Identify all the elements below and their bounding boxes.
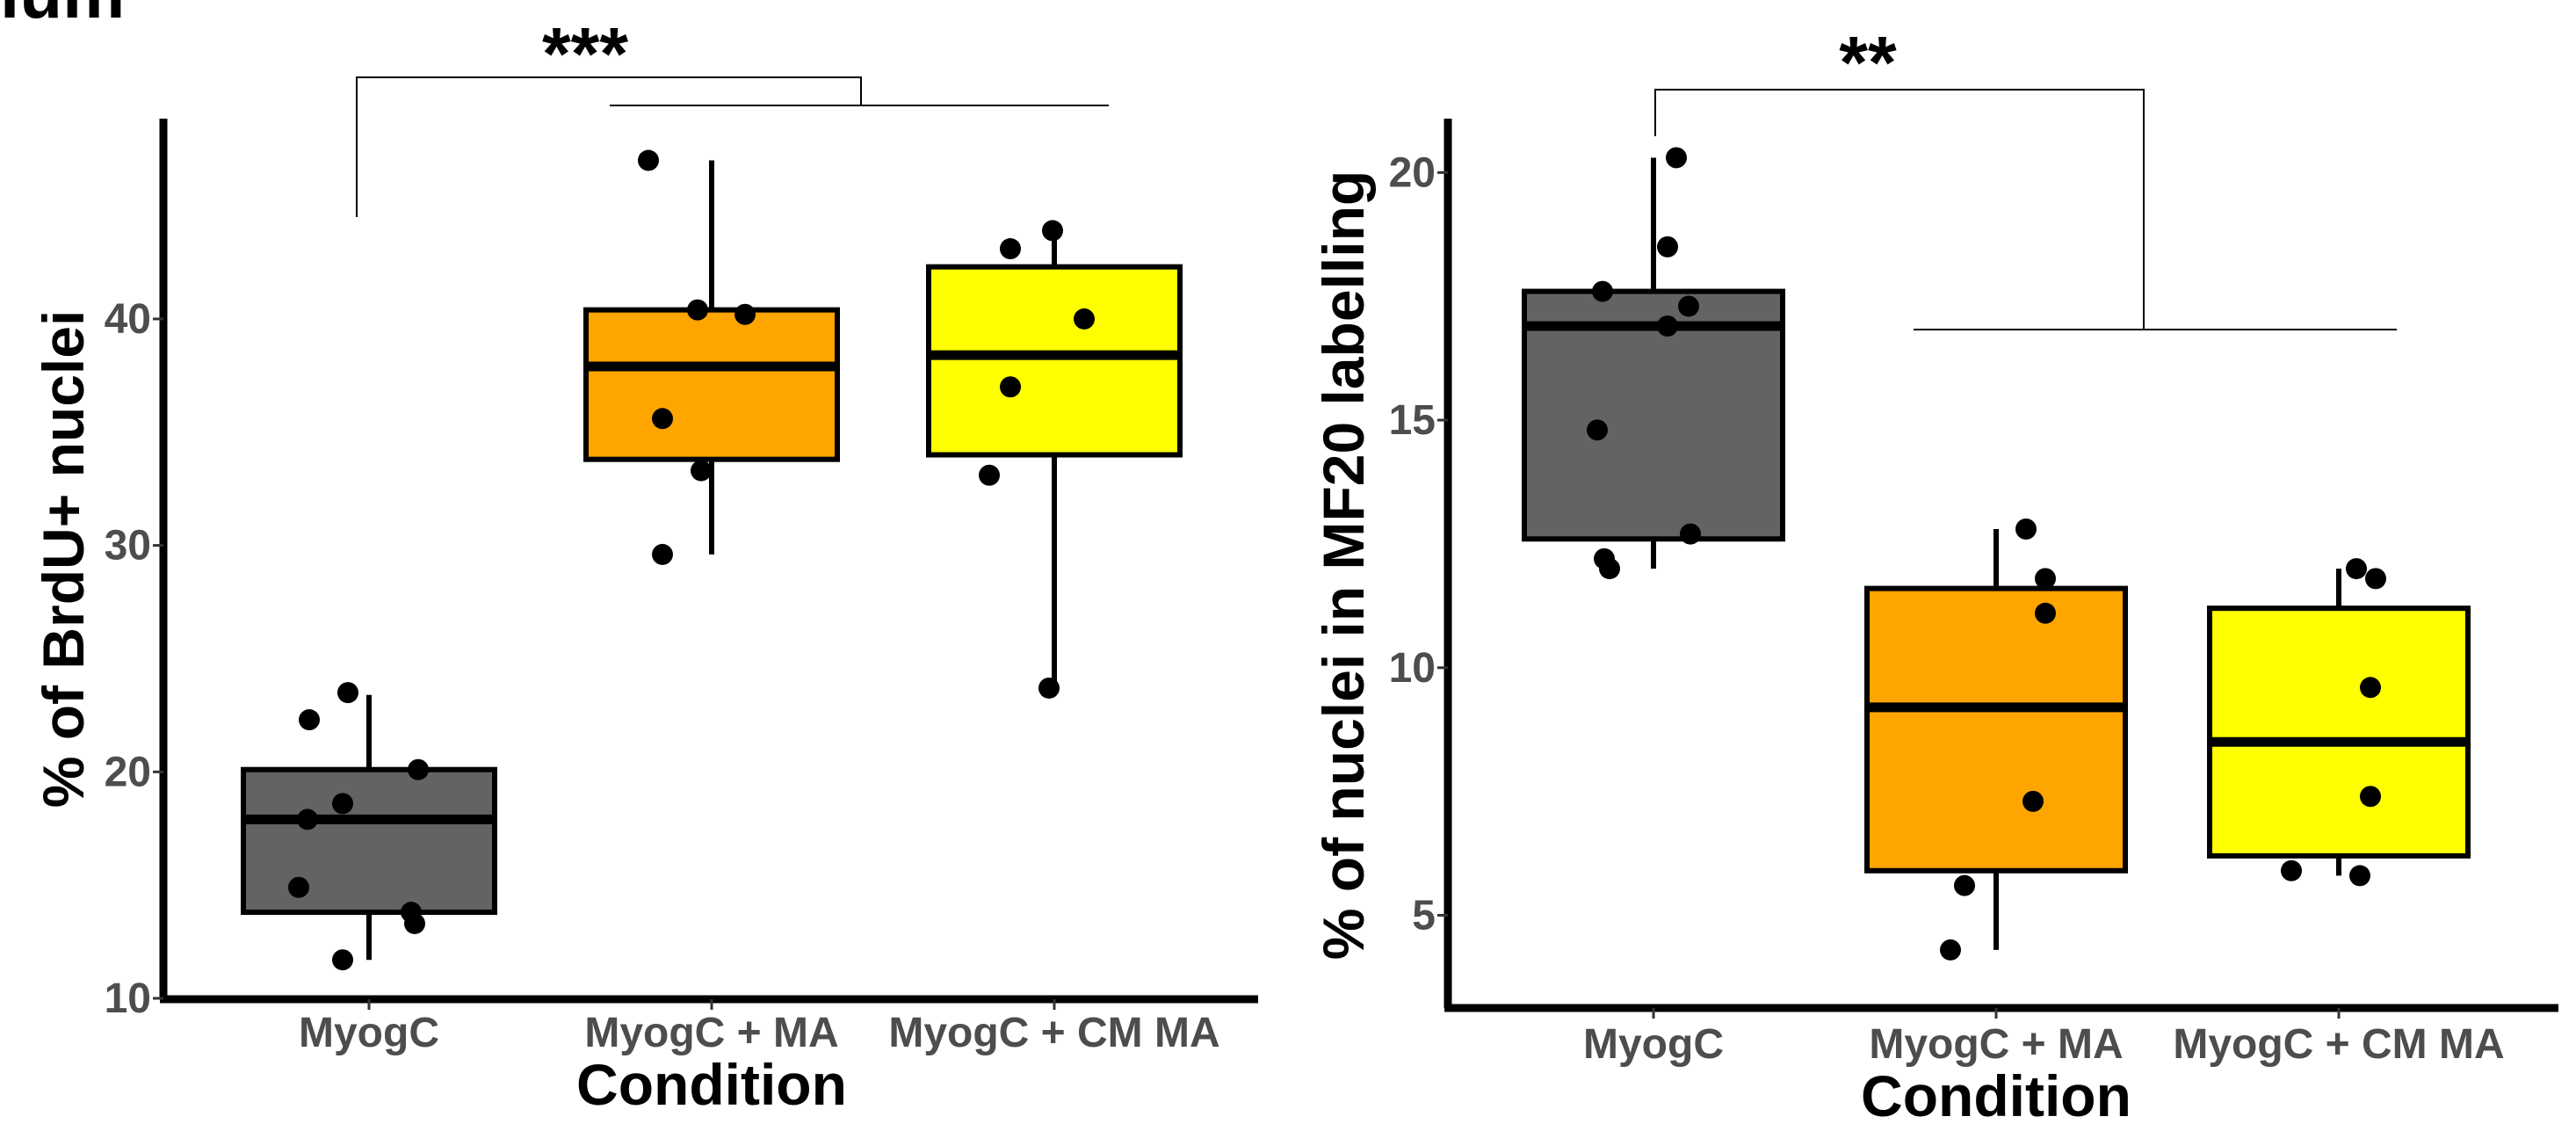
box-3 <box>926 264 1183 458</box>
y-tick-label: 10 <box>1389 645 1436 692</box>
data-point <box>2349 865 2370 887</box>
data-point <box>332 793 353 815</box>
data-point <box>1074 308 1095 330</box>
data-point <box>404 912 425 934</box>
data-point <box>337 682 358 704</box>
significance-label: ** <box>1839 21 1897 104</box>
data-point <box>2360 677 2381 699</box>
x-tick-label: MyogC + CM MA <box>2173 1021 2504 1068</box>
data-point <box>297 809 318 830</box>
y-tick-label: 40 <box>105 296 151 343</box>
y-axis-title: % of BrdU+ nuclei <box>31 310 96 809</box>
data-point <box>1678 295 1699 317</box>
data-point <box>652 543 673 565</box>
x-tick-label: MyogC + MA <box>584 1010 838 1056</box>
data-point <box>288 876 309 898</box>
data-point <box>2360 786 2381 808</box>
significance-bracket <box>356 76 862 217</box>
box-2 <box>1864 585 2128 874</box>
box-2 <box>583 307 840 462</box>
box-1 <box>241 766 497 916</box>
y-tick-label: 15 <box>1389 397 1436 444</box>
data-point <box>1592 280 1613 302</box>
data-point <box>1000 238 1021 260</box>
data-point <box>1038 677 1060 699</box>
data-point <box>1657 236 1678 257</box>
data-point <box>734 303 756 325</box>
data-point <box>2022 790 2044 812</box>
data-point <box>2015 518 2037 540</box>
data-point <box>2035 568 2056 590</box>
x-tick-label: MyogC <box>1583 1021 1724 1068</box>
y-tick-label: 20 <box>1389 149 1436 196</box>
x-axis-title: Condition <box>1861 1063 2131 1124</box>
data-point <box>1940 939 1961 961</box>
significance-bracket <box>1654 89 2145 330</box>
data-point <box>687 299 708 321</box>
y-tick-label: 30 <box>105 523 151 569</box>
data-point <box>652 408 673 430</box>
significance-label: *** <box>542 12 628 95</box>
data-point <box>1042 220 1063 242</box>
data-point <box>1587 419 1608 441</box>
data-point <box>2365 568 2386 590</box>
chart-brdu: 10 20 30 40 MyogC MyogC + MA MyogC + CM MA *** C… <box>31 12 1258 1117</box>
data-point <box>299 709 320 731</box>
y-axis-title: % of nuclei in MF20 labelling <box>1311 170 1376 960</box>
data-point <box>979 464 1000 486</box>
y-tick-label: 5 <box>1412 892 1436 939</box>
chart-mf20: 5 10 15 20 MyogC MyogC + MA MyogC + CM MA ** Con… <box>1311 21 2558 1124</box>
top-label-fragment: ium <box>0 0 125 33</box>
data-point <box>1954 874 1975 896</box>
data-point <box>2035 602 2056 624</box>
data-point <box>1680 523 1701 545</box>
x-tick-label: MyogC + MA <box>1869 1021 2123 1068</box>
data-point <box>1000 376 1021 398</box>
data-point <box>1666 147 1687 169</box>
y-tick-label: 20 <box>105 749 151 795</box>
y-tick-label: 10 <box>105 975 151 1022</box>
data-point <box>691 460 712 482</box>
x-axis-title: Condition <box>576 1052 847 1117</box>
box-1 <box>1522 288 1785 542</box>
data-point <box>1657 315 1678 337</box>
data-point <box>2346 558 2367 580</box>
x-tick-label: MyogC <box>299 1010 439 1056</box>
data-point <box>638 149 659 171</box>
data-point <box>332 949 353 971</box>
data-point <box>1599 558 1620 580</box>
x-tick-label: MyogC + CM MA <box>888 1010 1219 1056</box>
data-point <box>408 758 429 780</box>
box-3 <box>2207 606 2471 859</box>
data-point <box>2281 859 2302 881</box>
